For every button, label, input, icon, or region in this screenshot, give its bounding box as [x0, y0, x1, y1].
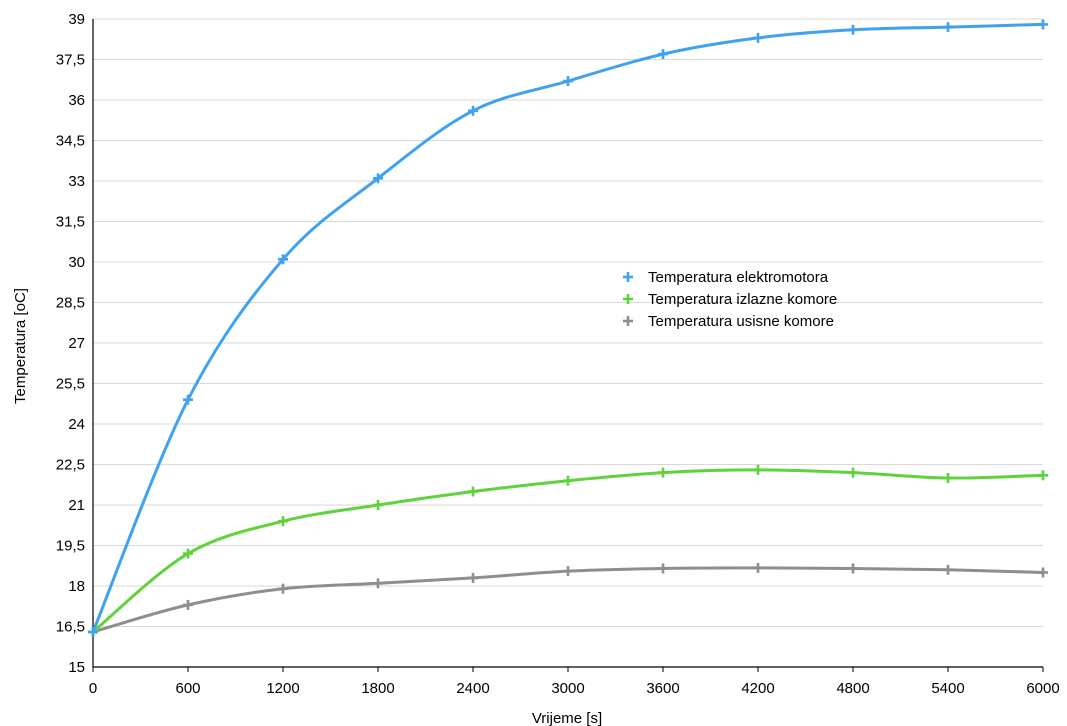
- y-tick-label: 27: [68, 335, 85, 352]
- y-tick-label: 39: [68, 11, 85, 28]
- y-tick-label: 22,5: [56, 457, 85, 474]
- x-tick-labels: 0 600 1200 1800 2400 3000 3600 4200 4800 5400 6000: [89, 667, 1060, 697]
- x-tick-label: 4800: [836, 680, 869, 697]
- series-line: [91, 22, 1045, 634]
- data-point-marker: [658, 467, 668, 478]
- data-point-marker: [278, 516, 288, 527]
- y-tick-label: 36: [68, 92, 85, 109]
- x-tick-label: 1800: [361, 680, 394, 697]
- data-point-marker: [1038, 470, 1048, 481]
- data-point-marker: [183, 394, 193, 405]
- data-point-marker: [563, 76, 573, 87]
- data-point-marker: [658, 49, 668, 60]
- y-tick-label: 16,5: [56, 619, 85, 636]
- x-tick-label: 6000: [1026, 680, 1059, 697]
- data-point-marker: [753, 562, 763, 573]
- y-tick-label: 34,5: [56, 133, 85, 150]
- x-tick-label: 3000: [551, 680, 584, 697]
- data-point-marker: [88, 626, 98, 637]
- y-tick-label: 25,5: [56, 376, 85, 393]
- data-point-marker: [1038, 19, 1048, 30]
- data-point-marker: [563, 475, 573, 486]
- y-tick-label: 30: [68, 254, 85, 271]
- data-point-marker: [848, 467, 858, 478]
- legend-label: Temperatura elektromotora: [648, 269, 829, 286]
- data-point-marker: [658, 563, 668, 574]
- data-point-marker: [1038, 567, 1048, 578]
- legend-marker: [623, 294, 633, 304]
- series-line: [91, 468, 1045, 634]
- data-point-marker: [373, 173, 383, 184]
- y-tick-label: 24: [68, 416, 85, 433]
- series-line: [91, 566, 1045, 634]
- data-point-marker: [753, 32, 763, 43]
- data-point-marker: [943, 473, 953, 483]
- data-point-marker: [753, 464, 763, 475]
- series-group: [88, 19, 1048, 637]
- y-axis-title: Temperatura [oC]: [12, 288, 29, 404]
- data-point-marker: [943, 22, 953, 33]
- legend-marker: [623, 272, 633, 282]
- y-tick-label: 18: [68, 578, 85, 595]
- x-tick-label: 600: [175, 680, 200, 697]
- data-point-marker: [848, 24, 858, 35]
- data-point-marker: [183, 548, 193, 559]
- data-point-marker: [278, 583, 288, 594]
- legend: Temperatura elektromotora Temperatura izl…: [623, 269, 837, 330]
- y-tick-label: 28,5: [56, 295, 85, 312]
- y-tick-label: 15: [68, 659, 85, 676]
- grid-lines: [93, 18, 1043, 627]
- data-point-marker: [373, 500, 383, 510]
- legend-marker: [623, 316, 633, 326]
- legend-label: Temperatura izlazne komore: [648, 291, 837, 308]
- x-tick-label: 5400: [931, 680, 964, 697]
- legend-label: Temperatura usisne komore: [648, 313, 834, 330]
- data-point-marker: [848, 563, 858, 574]
- x-tick-label: 0: [89, 680, 97, 697]
- x-tick-label: 4200: [741, 680, 774, 697]
- y-tick-label: 21: [68, 497, 85, 514]
- y-tick-label: 37,5: [56, 52, 85, 69]
- data-point-marker: [373, 578, 383, 589]
- y-tick-labels: 15 16,5 18 19,5 21 22,5 24 25,5 27 28,5 30 31,5 33 34…: [56, 11, 85, 676]
- data-point-marker: [563, 566, 573, 577]
- x-axis-title: Vrijeme [s]: [532, 710, 602, 726]
- y-tick-label: 33: [68, 173, 85, 190]
- y-tick-label: 31,5: [56, 214, 85, 231]
- x-tick-label: 2400: [456, 680, 489, 697]
- data-point-marker: [943, 564, 953, 575]
- data-point-marker: [468, 105, 478, 116]
- data-point-marker: [468, 486, 478, 497]
- data-point-marker: [278, 254, 288, 265]
- data-point-marker: [468, 572, 478, 583]
- y-tick-label: 19,5: [56, 538, 85, 555]
- data-point-marker: [183, 599, 193, 610]
- x-tick-label: 3600: [646, 680, 679, 697]
- x-tick-label: 1200: [266, 680, 299, 697]
